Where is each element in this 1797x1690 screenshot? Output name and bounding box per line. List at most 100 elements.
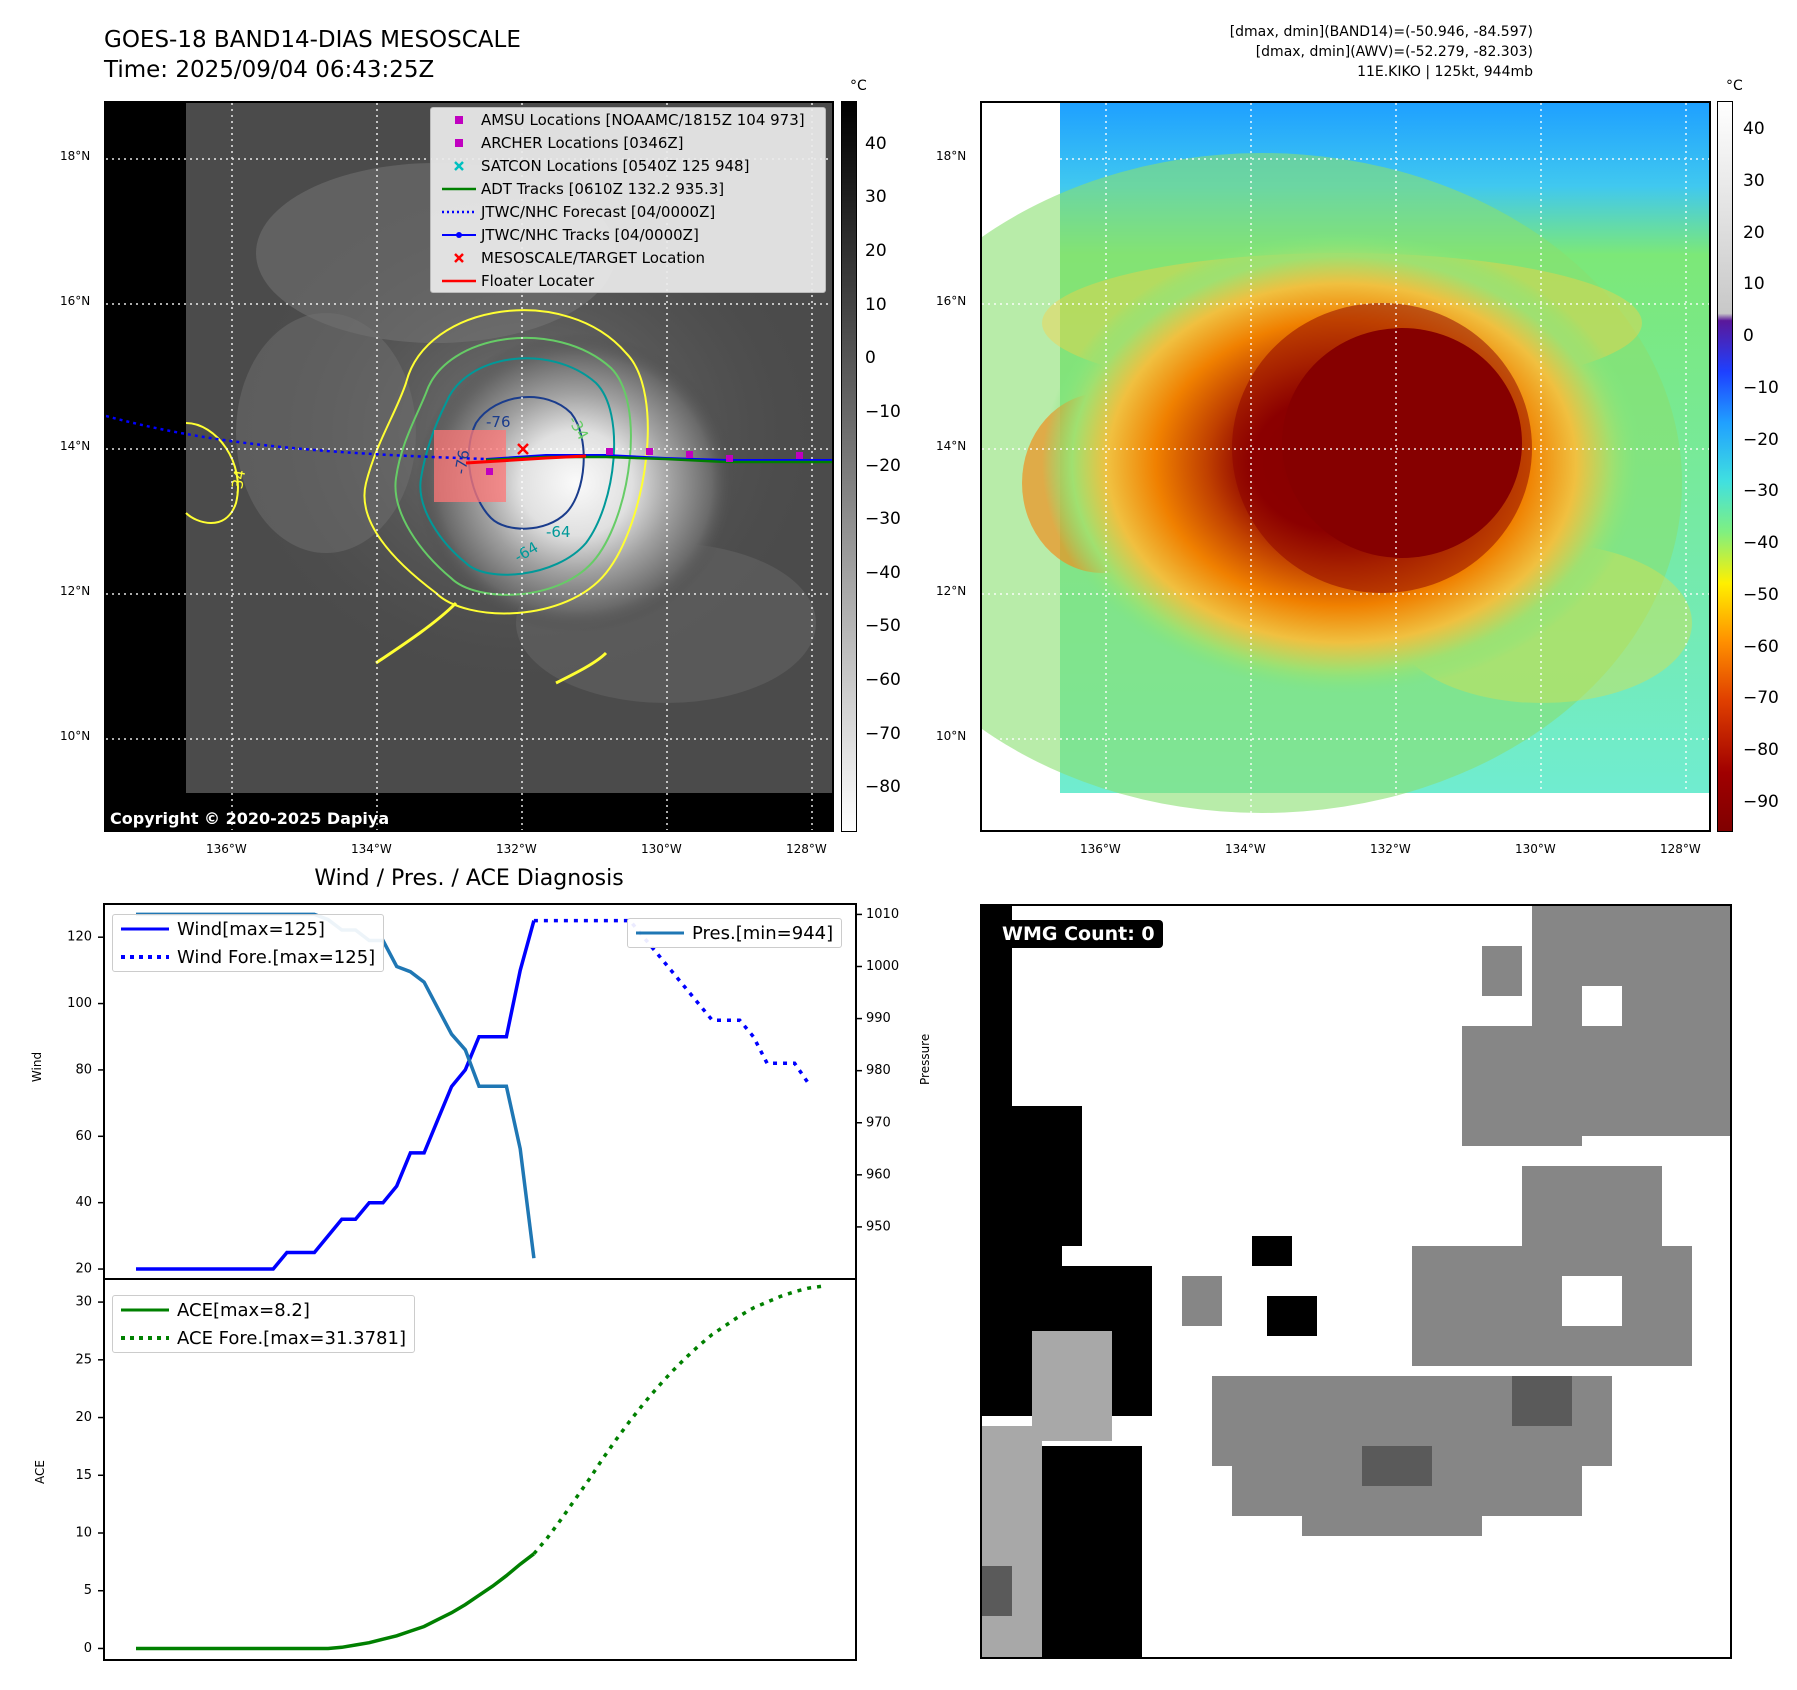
ace-tick-label: 25 xyxy=(75,1352,92,1367)
colorbar-tick: 0 xyxy=(865,348,876,369)
ace-tick-label: 5 xyxy=(84,1583,92,1598)
colorbar-tick: −30 xyxy=(865,509,901,530)
colorbar-tick: 30 xyxy=(865,187,887,208)
legend-symbol xyxy=(437,278,481,284)
lon-label: 134°W xyxy=(1225,842,1266,856)
legend-label: JTWC/NHC Tracks [04/0000Z] xyxy=(481,225,699,244)
lat-label: 14°N xyxy=(936,439,967,453)
legend-symbol xyxy=(437,137,481,149)
ace-tick-label: 30 xyxy=(75,1295,92,1310)
legend-line-dotted xyxy=(121,1336,169,1340)
legend-entry: SATCON Locations [0540Z 125 948] xyxy=(431,154,825,177)
colorbar-tick: 10 xyxy=(865,294,887,315)
legend-symbol xyxy=(437,186,481,192)
ace-tick-label: 10 xyxy=(75,1526,92,1541)
colorbar-tick: −30 xyxy=(1743,481,1779,502)
legend-entry: MESOSCALE/TARGET Location xyxy=(431,246,825,269)
pressure-tick-label: 1000 xyxy=(866,959,899,974)
legend-entry: Floater Locater xyxy=(431,269,825,292)
colorbar-tick: 20 xyxy=(1743,222,1765,243)
lat-label: 10°N xyxy=(60,729,91,743)
lon-label: 134°W xyxy=(351,842,392,856)
lon-label: 132°W xyxy=(1370,842,1411,856)
chart-time: Time: 2025/09/04 06:43:25Z xyxy=(104,57,435,83)
pressure-tick-label: 980 xyxy=(866,1063,891,1078)
wind-forecast-line xyxy=(533,918,810,1085)
colorbar-tick: −70 xyxy=(865,723,901,744)
legend-label: JTWC/NHC Forecast [04/0000Z] xyxy=(481,202,716,221)
legend-ace: ACE[max=8.2] xyxy=(177,1299,310,1321)
legend-line-solid xyxy=(636,931,684,935)
legend-entry: JTWC/NHC Tracks [04/0000Z] xyxy=(431,223,825,246)
wmg-panel: WMG Count: 0 xyxy=(980,904,1732,1659)
pressure-tick-label: 1010 xyxy=(866,907,899,922)
wind-tick-label: 100 xyxy=(67,996,92,1011)
colorbar-tick: −20 xyxy=(865,455,901,476)
wind-tick-label: 20 xyxy=(75,1262,92,1277)
legend-label: MESOSCALE/TARGET Location xyxy=(481,248,706,267)
legend-line-solid xyxy=(121,927,169,931)
colorbar-tick: −50 xyxy=(1743,584,1779,605)
legend-ace-forecast: ACE Fore.[max=31.3781] xyxy=(177,1327,406,1349)
colorbar-tick: 20 xyxy=(865,241,887,262)
stats-awv: [dmax, dmin](AWV)=(-52.279, -82.303) xyxy=(1255,44,1533,60)
pressure-tick-label: 960 xyxy=(866,1167,891,1182)
pressure-legend: Pres.[min=944] xyxy=(627,918,843,948)
colorbar-unit: °C xyxy=(850,78,867,94)
legend-symbol xyxy=(437,160,481,172)
wind-series-line xyxy=(136,920,536,1271)
colorbar-tick: −60 xyxy=(865,669,901,690)
wmg-count: WMG Count: 0 xyxy=(994,920,1163,948)
contour-label: -64 xyxy=(546,523,571,541)
legend-label: ADT Tracks [0610Z 132.2 935.3] xyxy=(481,179,725,198)
ace-series-line xyxy=(136,1552,535,1651)
lat-label: 14°N xyxy=(60,439,91,453)
lon-label: 130°W xyxy=(641,842,682,856)
diagnosis-title: Wind / Pres. / ACE Diagnosis xyxy=(314,866,624,891)
lat-label: 12°N xyxy=(60,584,91,598)
ace-forecast-line xyxy=(532,1284,823,1555)
lat-label: 12°N xyxy=(936,584,967,598)
ace-legend: ACE[max=8.2] ACE Fore.[max=31.3781] xyxy=(112,1295,415,1353)
colorbar-unit: °C xyxy=(1726,78,1743,94)
ace-tick-label: 15 xyxy=(75,1468,92,1483)
lat-label: 18°N xyxy=(936,149,967,163)
legend-label: Floater Locater xyxy=(481,271,595,290)
legend-line-solid xyxy=(121,1308,169,1312)
wind-legend: Wind[max=125] Wind Fore.[max=125] xyxy=(112,914,385,972)
pressure-tick-label: 950 xyxy=(866,1219,891,1234)
colorbar-tick: −20 xyxy=(1743,429,1779,450)
legend-label: SATCON Locations [0540Z 125 948] xyxy=(481,156,750,175)
stats-block: [dmax, dmin](BAND14)=(-50.946, -84.597) … xyxy=(1230,22,1533,82)
pressure-axis-label: Pressure xyxy=(918,1033,932,1085)
legend-symbol xyxy=(437,114,481,126)
storm-info: 11E.KIKO | 125kt, 944mb xyxy=(1357,64,1533,80)
colorbar-tick: 10 xyxy=(1743,274,1765,295)
awv-colorbar xyxy=(1717,101,1733,832)
legend-entry: AMSU Locations [NOAAMC/1815Z 104 973] xyxy=(431,108,825,131)
legend-entry: ADT Tracks [0610Z 132.2 935.3] xyxy=(431,177,825,200)
colorbar-tick: −80 xyxy=(1743,740,1779,761)
contour-label: -76 xyxy=(486,413,511,431)
lon-label: 130°W xyxy=(1515,842,1556,856)
lon-label: 132°W xyxy=(496,842,537,856)
lat-label: 16°N xyxy=(60,294,91,308)
colorbar-tick: 30 xyxy=(1743,170,1765,191)
colorbar-tick: −40 xyxy=(865,562,901,583)
colorbar-tick: −80 xyxy=(865,777,901,798)
ace-tick-label: 20 xyxy=(75,1410,92,1425)
map-legend: AMSU Locations [NOAAMC/1815Z 104 973] ARC… xyxy=(430,107,826,293)
legend-pressure: Pres.[min=944] xyxy=(692,922,834,944)
pressure-tick-label: 970 xyxy=(866,1115,891,1130)
colorbar-tick: 0 xyxy=(1743,326,1754,347)
ace-plot-frame xyxy=(103,1278,857,1661)
diagnosis-chart: 1201008060402010101000990980970960950302… xyxy=(67,903,899,1661)
color-map-panel xyxy=(980,101,1711,832)
colorbar-tick: −50 xyxy=(865,616,901,637)
wind-tick-label: 60 xyxy=(75,1129,92,1144)
lon-label: 136°W xyxy=(206,842,247,856)
color-map-image xyxy=(982,103,1709,830)
lat-label: 10°N xyxy=(936,729,967,743)
lon-label: 128°W xyxy=(1660,842,1701,856)
lat-label: 16°N xyxy=(936,294,967,308)
